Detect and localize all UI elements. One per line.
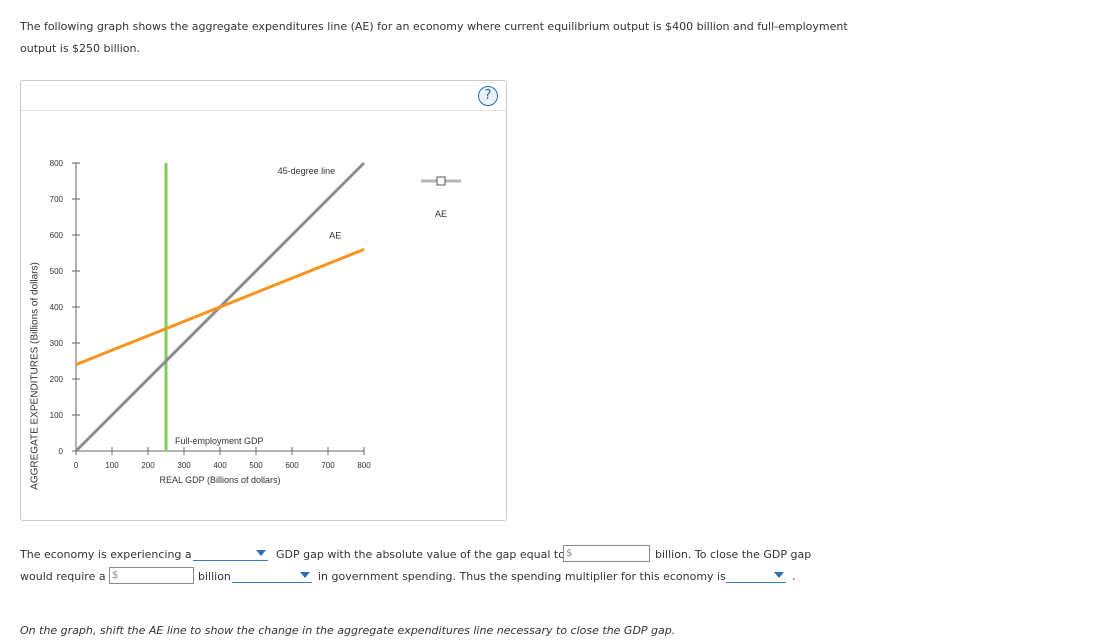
multiplier-dropdown[interactable]: [726, 568, 786, 583]
legend-ae-label: AE: [435, 209, 447, 219]
y-tick-label: 700: [50, 195, 64, 204]
x-tick-label: 700: [321, 461, 335, 470]
x-tick-label: 100: [105, 461, 119, 470]
question-text-6: in government spending. Thus the spendin…: [318, 570, 726, 583]
x-tick-label: 400: [213, 461, 227, 470]
x-tick-label: 200: [141, 461, 155, 470]
spending-direction-dropdown[interactable]: [232, 568, 312, 583]
y-tick-label: 100: [50, 411, 64, 420]
x-tick-label: 300: [177, 461, 191, 470]
gap-type-dropdown[interactable]: [193, 546, 268, 561]
question-text-2: GDP gap with the absolute value of the g…: [276, 548, 565, 561]
intro-text: The following graph shows the aggregate …: [20, 20, 848, 55]
question-text-3: billion. To close the GDP gap: [655, 548, 812, 561]
ae-line[interactable]: [75, 248, 365, 366]
y-tick-label: 600: [50, 231, 64, 240]
spending-change-input[interactable]: $: [109, 567, 194, 584]
panel-toolbar: ?: [21, 81, 506, 111]
forty-five-degree-label: 45-degree line: [278, 166, 336, 176]
legend-ae-handle-icon[interactable]: [436, 176, 446, 186]
chevron-down-icon: [774, 572, 784, 578]
chevron-down-icon: [256, 550, 266, 556]
x-tick-label: 500: [249, 461, 263, 470]
x-tick-label: 600: [285, 461, 299, 470]
y-tick-label: 800: [50, 159, 64, 168]
question-text-7: .: [792, 570, 796, 583]
graph-panel: ? 0 100 200 300 400 500 600 700 800 0 100 200 300 400…: [20, 80, 507, 521]
instruction-text: On the graph, shift the AE line to show …: [20, 624, 676, 637]
y-tick-label: 0: [59, 447, 64, 456]
chevron-down-icon: [300, 572, 310, 578]
gap-value-input[interactable]: $: [563, 545, 650, 562]
question-text-1: The economy is experiencing a: [20, 548, 192, 561]
ae-line-label: AE: [329, 231, 341, 241]
y-axis-label: AGGREGATE EXPENDITURES (Billions of doll…: [29, 262, 41, 490]
question-text-4: would require a: [20, 570, 106, 583]
full-employment-label: Full-employment GDP: [175, 436, 264, 446]
help-icon[interactable]: ?: [478, 86, 498, 106]
y-tick-label: 200: [50, 375, 64, 384]
y-tick-label: 400: [50, 303, 64, 312]
y-tick-label: 500: [50, 267, 64, 276]
x-tick-label: 800: [357, 461, 371, 470]
x-axis-label: REAL GDP (Billions of dollars): [159, 475, 280, 485]
question-text-5: billion: [198, 570, 231, 583]
x-tick-label: 0: [74, 461, 79, 470]
y-tick-label: 300: [50, 339, 64, 348]
chart[interactable]: 0 100 200 300 400 500 600 700 800 0 100 200 300 400 50…: [21, 81, 506, 520]
